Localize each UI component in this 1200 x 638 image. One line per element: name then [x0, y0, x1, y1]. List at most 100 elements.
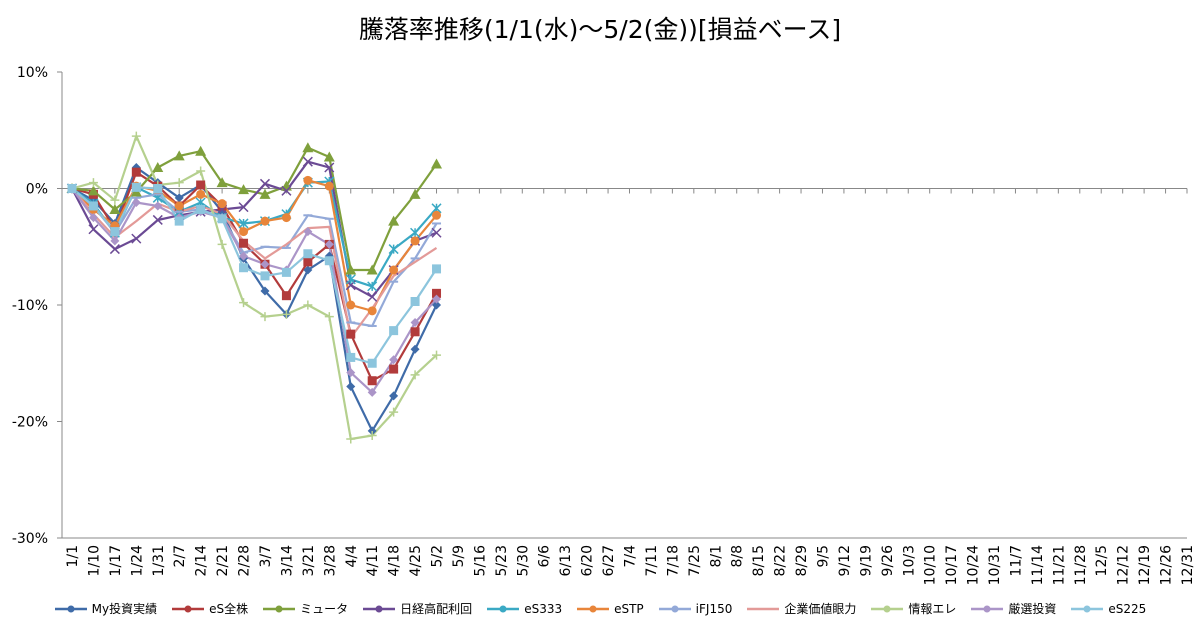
data-point	[109, 244, 120, 255]
data-point	[88, 201, 98, 211]
x-tick-label: 11/21	[1051, 545, 1067, 585]
data-point	[131, 131, 141, 141]
data-point	[110, 236, 120, 246]
legend-item: eS225	[1070, 600, 1146, 617]
data-point	[303, 265, 313, 275]
legend-label: eSTP	[614, 601, 644, 616]
x-tick-label: 1/17	[108, 545, 124, 576]
legend-swatch	[54, 605, 87, 612]
data-point	[217, 199, 227, 209]
legend-swatch	[871, 605, 904, 612]
y-tick-label: 10%	[17, 65, 48, 81]
x-tick-label: 2/21	[215, 545, 231, 576]
data-point	[110, 227, 120, 237]
data-point	[131, 167, 141, 177]
data-point	[367, 281, 378, 292]
legend-label: ミュータ	[300, 602, 349, 616]
data-point	[239, 263, 249, 273]
data-point	[345, 274, 356, 285]
x-tick-label: 3/21	[301, 545, 317, 576]
data-point	[174, 178, 184, 188]
data-point	[152, 162, 164, 173]
legend-item: ミュータ	[262, 600, 348, 617]
data-point	[302, 142, 314, 153]
legend-item: iFJ150	[658, 600, 733, 617]
x-tick-label: 5/9	[451, 545, 467, 568]
data-point	[239, 227, 249, 237]
data-point	[239, 298, 249, 308]
x-tick-label: 4/4	[344, 545, 360, 568]
data-point	[324, 239, 334, 249]
x-tick-label: 1/24	[129, 545, 145, 577]
data-point	[324, 181, 334, 191]
x-tick-label: 9/12	[837, 545, 853, 576]
data-point	[367, 306, 377, 316]
legend-item: 情報エレ	[870, 600, 956, 617]
data-point	[346, 352, 356, 362]
data-point	[367, 358, 377, 368]
data-point	[88, 224, 99, 235]
legend-label: My投資実績	[91, 602, 158, 616]
data-point	[410, 236, 420, 246]
data-point	[303, 227, 313, 237]
x-tick-label: 9/19	[858, 545, 874, 576]
legend-swatch	[1071, 605, 1104, 612]
data-point	[432, 264, 442, 274]
data-point	[432, 300, 442, 310]
legend-item: 日経高配利回	[362, 600, 472, 617]
data-point	[367, 430, 377, 440]
data-point	[281, 309, 291, 319]
chart-title: 騰落率推移(1/1(水)～5/2(金))[損益ベース]	[358, 15, 842, 44]
data-point	[239, 238, 249, 248]
data-point	[389, 326, 399, 336]
data-point	[281, 267, 291, 277]
x-tick-label: 8/22	[773, 545, 789, 576]
legend-swatch	[747, 607, 780, 610]
x-tick-label: 5/30	[515, 545, 531, 576]
data-point	[410, 370, 420, 380]
data-point	[346, 368, 356, 378]
data-point	[196, 180, 206, 190]
x-tick-label: 10/31	[987, 545, 1003, 585]
data-point	[153, 201, 163, 211]
data-point	[431, 158, 443, 169]
data-point	[389, 364, 399, 374]
data-point	[303, 257, 313, 267]
x-tick-label: 1/31	[151, 545, 167, 576]
data-point	[109, 203, 121, 214]
x-tick-label: 2/7	[172, 545, 188, 568]
x-tick-label: 2/14	[194, 545, 210, 577]
data-point	[217, 239, 227, 249]
x-tick-label: 7/25	[687, 545, 703, 576]
data-point	[260, 286, 270, 296]
legend-swatch	[658, 605, 691, 612]
x-tick-label: 10/17	[944, 545, 960, 585]
data-point	[281, 291, 291, 301]
legend-swatch	[577, 605, 610, 612]
y-tick-label: -30%	[12, 531, 48, 547]
legend-swatch	[263, 605, 296, 612]
data-point	[410, 297, 420, 307]
data-point	[88, 178, 98, 188]
legend-label: 情報エレ	[908, 602, 957, 616]
legend-label: iFJ150	[695, 601, 733, 616]
series-line	[71, 166, 438, 432]
legend-item: eS全株	[171, 600, 248, 617]
data-point	[87, 185, 99, 196]
legend-swatch	[487, 605, 520, 612]
data-point	[388, 244, 399, 255]
data-point	[346, 300, 356, 310]
data-point	[410, 317, 420, 327]
x-tick-label: 7/11	[644, 545, 660, 576]
x-tick-label: 3/14	[279, 545, 295, 577]
x-tick-label: 1/1	[65, 545, 81, 568]
data-point	[432, 288, 442, 298]
x-tick-label: 4/11	[365, 545, 381, 576]
x-tick-label: 6/27	[601, 545, 617, 576]
legend-label: 企業価値眼力	[784, 602, 857, 616]
x-tick-label: 5/23	[494, 545, 510, 576]
data-point	[410, 344, 420, 354]
data-point	[346, 434, 356, 444]
